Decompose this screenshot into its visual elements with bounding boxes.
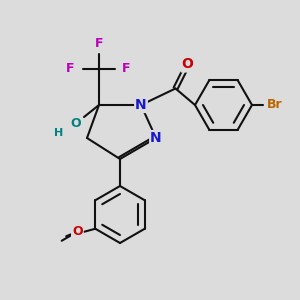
Text: F: F (66, 62, 75, 76)
Text: N: N (135, 98, 147, 112)
Text: F: F (95, 37, 103, 50)
Text: Br: Br (267, 98, 282, 112)
Text: H: H (54, 128, 63, 139)
Text: O: O (182, 58, 194, 71)
Text: O: O (72, 225, 83, 238)
Text: F: F (122, 62, 130, 76)
Text: N: N (150, 131, 162, 145)
Text: O: O (70, 116, 81, 130)
